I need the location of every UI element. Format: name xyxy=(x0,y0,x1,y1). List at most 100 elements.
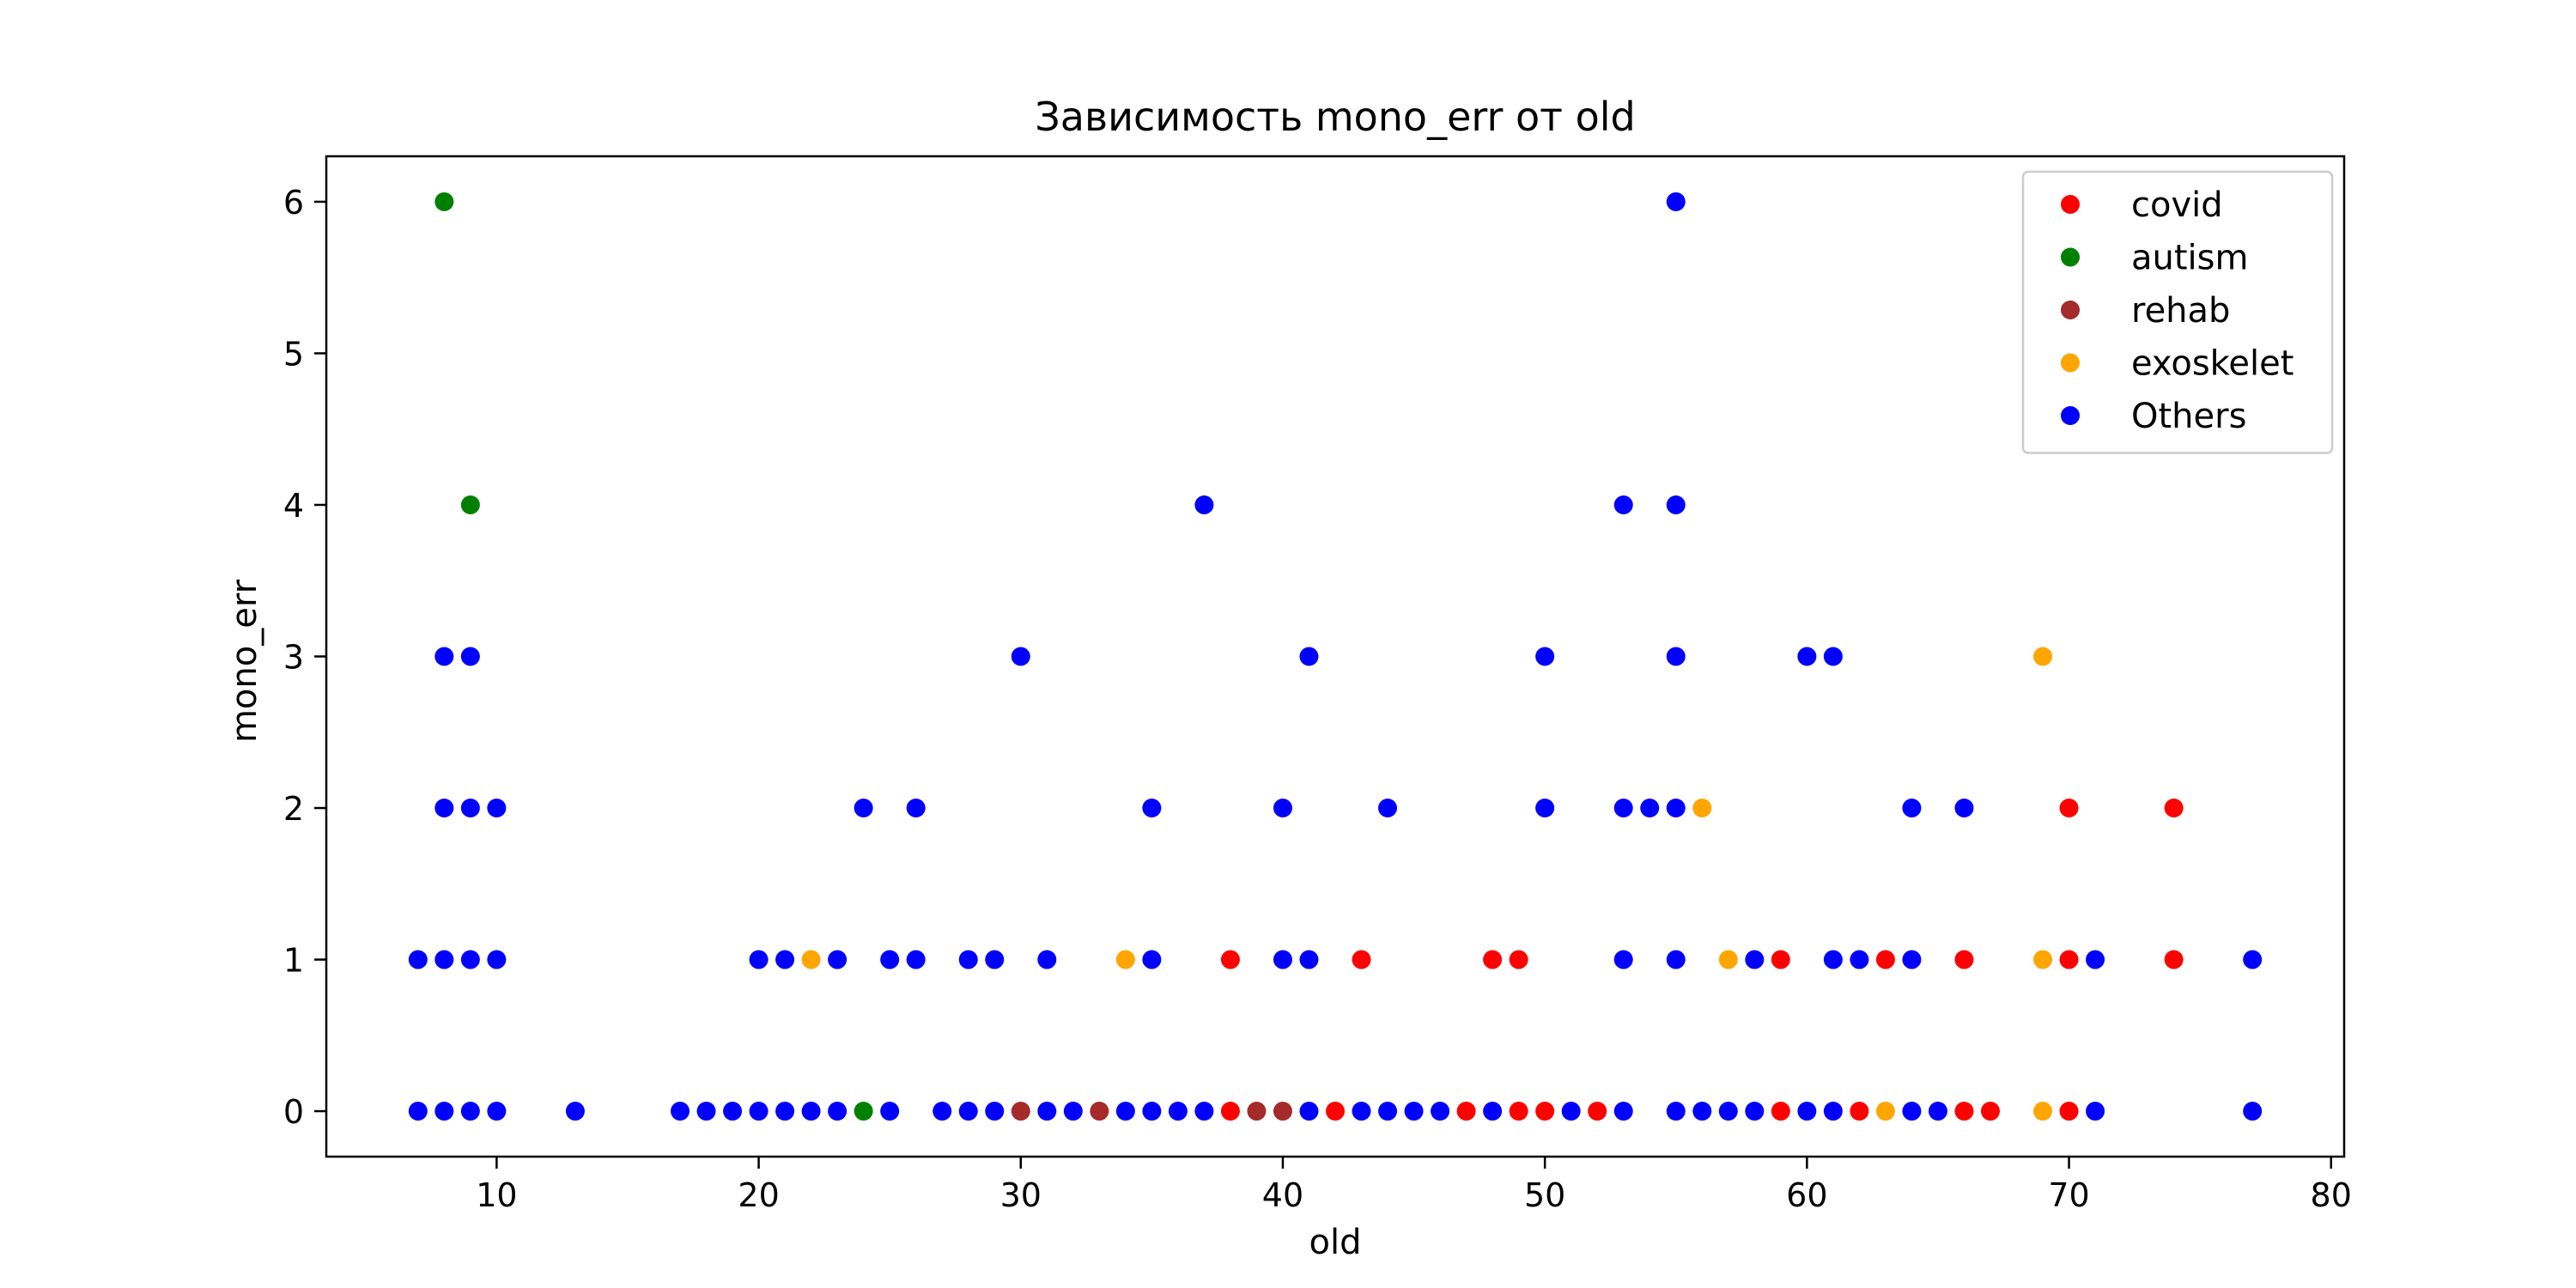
point-others xyxy=(1273,950,1292,969)
point-covid xyxy=(1771,950,1790,969)
point-others xyxy=(2086,950,2105,969)
point-others xyxy=(2086,1102,2105,1121)
point-others xyxy=(1378,1102,1398,1121)
point-exoskelet xyxy=(1718,950,1738,969)
x-axis: 10 20 30 40 50 60 70 80 xyxy=(476,1157,2352,1214)
point-others xyxy=(1142,799,1162,818)
point-covid xyxy=(2164,950,2184,969)
point-others xyxy=(1613,495,1633,514)
point-covid xyxy=(2059,799,2079,818)
point-others xyxy=(434,1102,454,1121)
points-layer xyxy=(408,191,2263,1121)
point-covid xyxy=(1352,950,1371,969)
point-others xyxy=(1850,950,1869,969)
point-others xyxy=(1299,950,1319,969)
point-others xyxy=(906,950,926,969)
point-others xyxy=(1666,1102,1686,1121)
point-covid xyxy=(2059,1102,2079,1121)
y-tick-label: 1 xyxy=(283,942,304,980)
legend-marker-covid xyxy=(2061,195,2080,214)
point-covid xyxy=(1220,950,1240,969)
point-others xyxy=(671,1102,690,1121)
point-covid xyxy=(1588,1102,1607,1121)
point-others xyxy=(1535,647,1555,666)
point-others xyxy=(434,647,454,666)
point-autism xyxy=(434,191,454,211)
point-others xyxy=(1666,950,1686,969)
point-covid xyxy=(1220,1102,1240,1121)
point-others xyxy=(487,1102,507,1121)
point-others xyxy=(1666,799,1686,818)
point-others xyxy=(408,1102,428,1121)
point-others xyxy=(487,950,507,969)
point-others xyxy=(1823,1102,1843,1121)
y-tick-label: 0 xyxy=(283,1093,304,1131)
point-others xyxy=(749,950,769,969)
x-tick-label: 10 xyxy=(476,1176,517,1214)
point-others xyxy=(1613,799,1633,818)
point-others xyxy=(1797,1102,1817,1121)
point-covid xyxy=(1850,1102,1869,1121)
point-rehab xyxy=(1011,1102,1030,1121)
point-others xyxy=(1613,950,1633,969)
point-others xyxy=(985,1102,1005,1121)
point-others xyxy=(408,950,428,969)
point-covid xyxy=(1456,1102,1476,1121)
point-others xyxy=(880,950,900,969)
point-others xyxy=(828,1102,848,1121)
point-others xyxy=(1640,799,1660,818)
point-others xyxy=(1666,647,1686,666)
point-others xyxy=(696,1102,716,1121)
y-tick-label: 3 xyxy=(283,639,304,677)
point-others xyxy=(1194,495,1214,514)
point-others xyxy=(1823,647,1843,666)
point-autism xyxy=(460,495,480,514)
point-others xyxy=(1902,950,1922,969)
legend-marker-rehab xyxy=(2061,301,2080,319)
point-others xyxy=(749,1102,769,1121)
point-others xyxy=(1299,647,1319,666)
x-tick-label: 30 xyxy=(1000,1176,1042,1214)
point-rehab xyxy=(1273,1102,1292,1121)
point-others xyxy=(1142,950,1162,969)
point-others xyxy=(1168,1102,1188,1121)
x-tick-label: 80 xyxy=(2311,1176,2352,1214)
point-covid xyxy=(1535,1102,1555,1121)
point-others xyxy=(1902,799,1922,818)
y-tick-label: 5 xyxy=(283,335,304,373)
legend-marker-exoskelet xyxy=(2061,353,2080,373)
point-others xyxy=(1535,799,1555,818)
legend-label-covid: covid xyxy=(2131,185,2223,225)
point-exoskelet xyxy=(801,950,821,969)
point-rehab xyxy=(1247,1102,1267,1121)
point-others xyxy=(880,1102,900,1121)
point-exoskelet xyxy=(2033,950,2053,969)
point-exoskelet xyxy=(2033,647,2053,666)
x-tick-label: 20 xyxy=(738,1176,779,1214)
point-others xyxy=(1954,799,1974,818)
point-others xyxy=(1299,1102,1319,1121)
legend-label-exoskelet: exoskelet xyxy=(2131,344,2293,384)
point-others xyxy=(1745,1102,1765,1121)
point-exoskelet xyxy=(1115,950,1135,969)
point-others xyxy=(1011,647,1030,666)
point-others xyxy=(801,1102,821,1121)
point-others xyxy=(1404,1102,1424,1121)
x-axis-label: old xyxy=(1309,1223,1362,1262)
point-others xyxy=(958,950,978,969)
chart-title: Зависимость mono_err от old xyxy=(1035,94,1635,140)
legend-marker-autism xyxy=(2061,247,2080,267)
point-others xyxy=(434,950,454,969)
x-tick-label: 70 xyxy=(2048,1176,2089,1214)
point-others xyxy=(1352,1102,1371,1121)
point-others xyxy=(2243,950,2263,969)
legend-box xyxy=(2021,170,2334,454)
point-others xyxy=(1561,1102,1581,1121)
y-tick-label: 2 xyxy=(283,790,304,828)
point-others xyxy=(775,950,795,969)
point-others xyxy=(985,950,1005,969)
point-autism xyxy=(854,1102,873,1121)
point-others xyxy=(775,1102,795,1121)
point-covid xyxy=(2164,799,2184,818)
